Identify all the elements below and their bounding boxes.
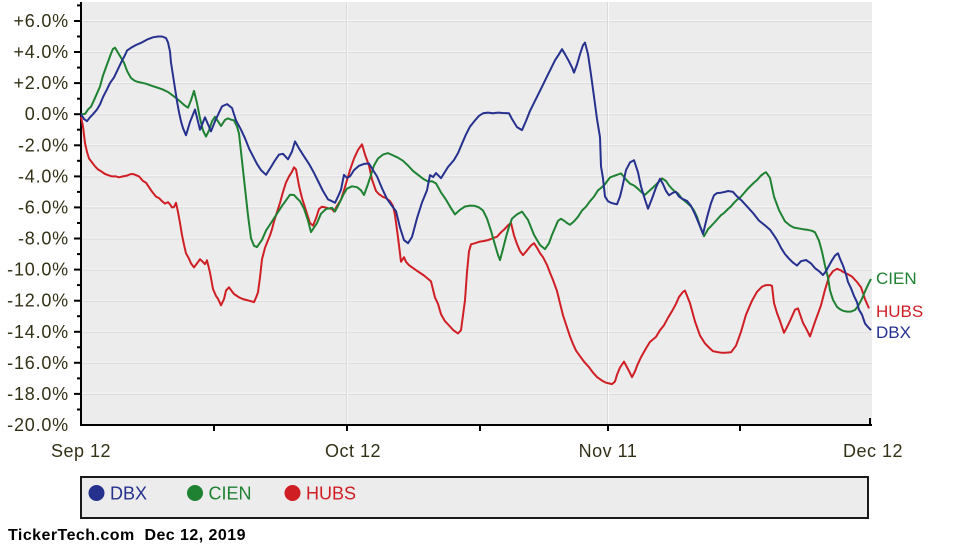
svg-text:-4.0%: -4.0% <box>18 166 69 186</box>
svg-text:0.0%: 0.0% <box>25 104 69 124</box>
svg-text:-2.0%: -2.0% <box>18 135 69 155</box>
svg-text:CIEN: CIEN <box>876 269 917 288</box>
svg-text:-16.0%: -16.0% <box>7 353 69 373</box>
svg-text:-18.0%: -18.0% <box>7 384 69 404</box>
svg-text:CIEN: CIEN <box>209 484 252 504</box>
svg-text:+4.0%: +4.0% <box>13 42 69 62</box>
svg-text:Nov 11: Nov 11 <box>579 441 638 461</box>
svg-text:-12.0%: -12.0% <box>7 291 69 311</box>
svg-text:-8.0%: -8.0% <box>18 229 69 249</box>
svg-text:TickerTech.com Dec 12, 2019: TickerTech.com Dec 12, 2019 <box>8 527 246 544</box>
svg-text:HUBS: HUBS <box>876 302 923 321</box>
svg-text:DBX: DBX <box>110 484 147 504</box>
svg-text:-14.0%: -14.0% <box>7 322 69 342</box>
svg-text:DBX: DBX <box>876 323 911 342</box>
svg-text:-6.0%: -6.0% <box>18 197 69 217</box>
svg-text:Sep 12: Sep 12 <box>51 441 111 461</box>
svg-text:HUBS: HUBS <box>306 484 356 504</box>
svg-text:+6.0%: +6.0% <box>13 11 69 31</box>
svg-text:Oct 12: Oct 12 <box>325 441 381 461</box>
svg-text:-20.0%: -20.0% <box>7 415 69 435</box>
svg-text:+2.0%: +2.0% <box>13 73 69 93</box>
svg-text:-10.0%: -10.0% <box>7 260 69 280</box>
svg-text:Dec 12: Dec 12 <box>843 441 903 461</box>
